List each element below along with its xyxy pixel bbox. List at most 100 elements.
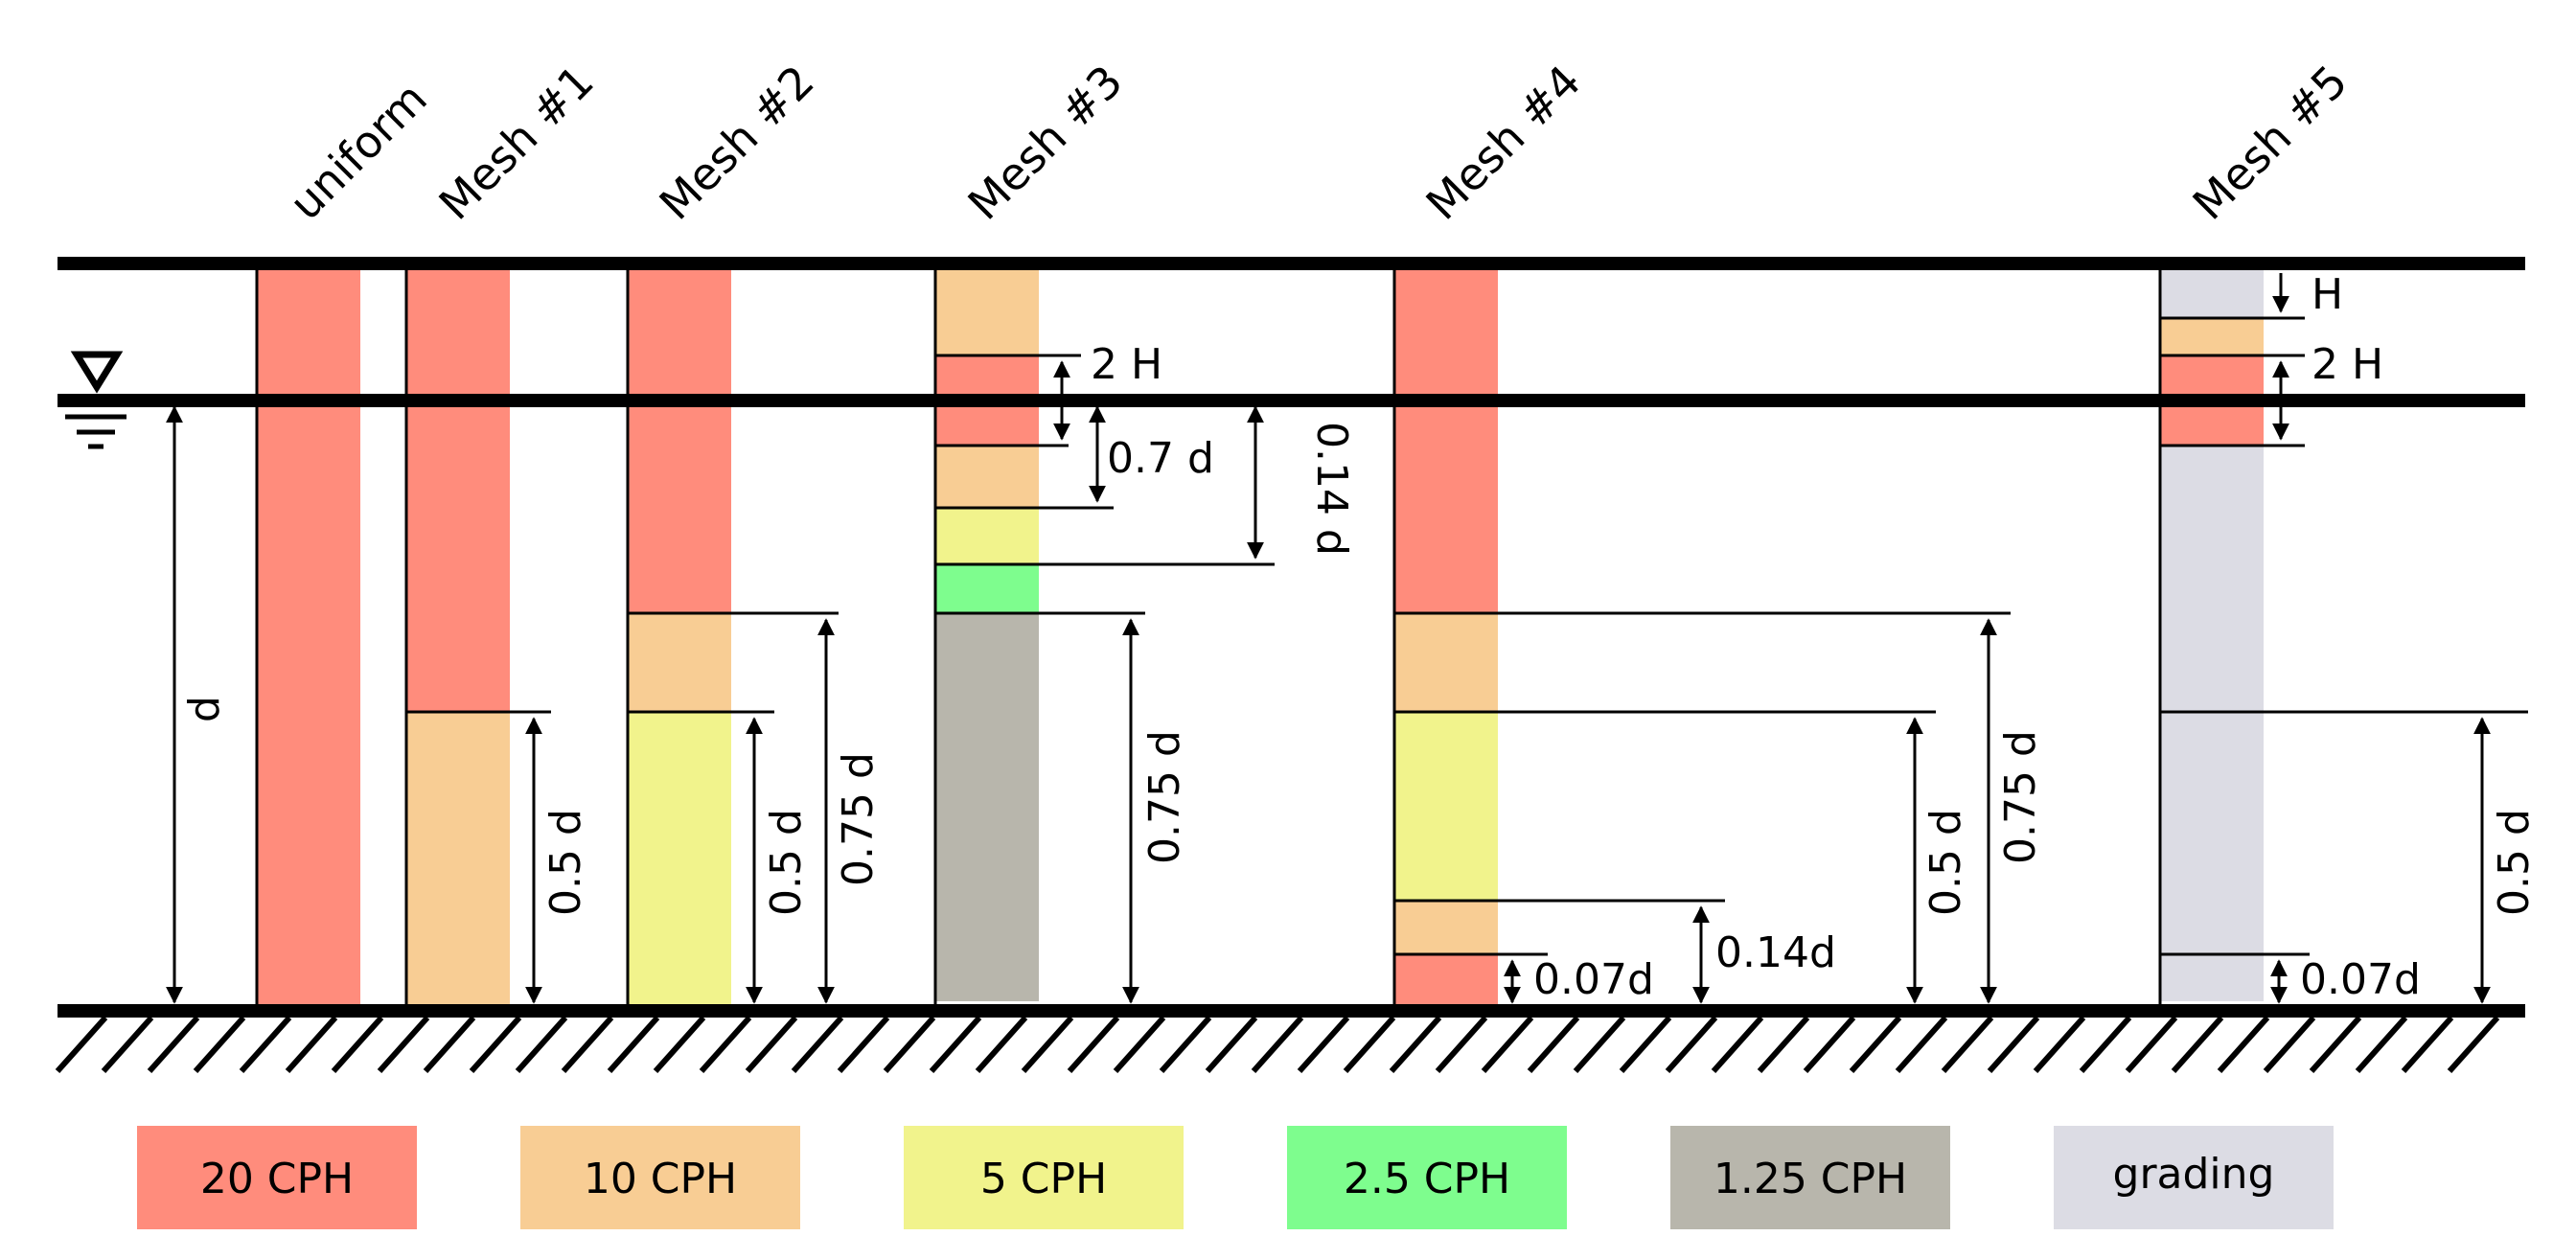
legend-label-1p25cph: 1.25 CPH bbox=[1714, 1155, 1907, 1203]
hatch-stroke bbox=[423, 1016, 476, 1073]
hatch-stroke bbox=[2309, 1016, 2362, 1073]
m3-zero-fourteen-label: 0.14 d bbox=[1307, 422, 1356, 556]
hatch-stroke bbox=[147, 1016, 200, 1073]
legend-swatch-1p25cph bbox=[1670, 1126, 1950, 1229]
hatch-stroke bbox=[331, 1016, 384, 1073]
water-level-icon bbox=[65, 351, 126, 449]
legend-label-5cph: 5 CPH bbox=[980, 1155, 1107, 1203]
uniform-band-20cph bbox=[257, 263, 360, 1011]
hatch-stroke bbox=[1987, 1016, 2040, 1073]
hatch-stroke bbox=[1021, 1016, 1074, 1073]
column-borders bbox=[255, 263, 2162, 1011]
hatch-stroke bbox=[929, 1016, 982, 1073]
hatch-stroke bbox=[1527, 1016, 1580, 1073]
m1-half-label: 0.5 d bbox=[541, 809, 590, 916]
mesh4-band-20cph-bottom bbox=[1394, 954, 1498, 1011]
hatch-stroke bbox=[975, 1016, 1028, 1073]
domain-boundaries bbox=[58, 257, 2525, 1018]
hatch-stroke bbox=[2171, 1016, 2224, 1073]
hatch-stroke bbox=[1895, 1016, 1948, 1073]
hatch-stroke bbox=[2263, 1016, 2316, 1073]
hatch-stroke bbox=[745, 1016, 798, 1073]
hatch-stroke bbox=[2217, 1016, 2270, 1073]
legend-swatch-5cph bbox=[904, 1126, 1184, 1229]
hatch-stroke bbox=[699, 1016, 752, 1073]
m4-zero-zero-seven-label: 0.07d bbox=[1533, 955, 1654, 1004]
hatch-stroke bbox=[1481, 1016, 1534, 1073]
hatch-stroke bbox=[1113, 1016, 1166, 1073]
mesh2-band-5cph bbox=[628, 712, 731, 1011]
mesh2-band-10cph bbox=[628, 613, 731, 712]
hatch-stroke bbox=[55, 1016, 108, 1073]
hatch-stroke bbox=[1941, 1016, 1994, 1073]
boundary-lines bbox=[406, 316, 2528, 956]
title-mesh2: Mesh #2 bbox=[650, 56, 824, 230]
mesh3-band-10cph-top bbox=[935, 263, 1039, 355]
hatch-stroke bbox=[1435, 1016, 1488, 1073]
hatch-stroke bbox=[469, 1016, 522, 1073]
hatch-stroke bbox=[1205, 1016, 1258, 1073]
hatch-stroke bbox=[2033, 1016, 2086, 1073]
hatch-stroke bbox=[1711, 1016, 1764, 1073]
mesh1-band-20cph bbox=[406, 263, 510, 712]
title-mesh3: Mesh #3 bbox=[958, 56, 1133, 230]
mesh4-band-10cph-low bbox=[1394, 901, 1498, 954]
seabed-hatching bbox=[55, 1016, 2500, 1073]
hatch-stroke bbox=[2125, 1016, 2178, 1073]
m5-half-label: 0.5 d bbox=[2490, 809, 2539, 916]
hatch-stroke bbox=[2447, 1016, 2500, 1073]
mesh3-band-5cph bbox=[935, 508, 1039, 564]
hatch-stroke bbox=[1159, 1016, 1212, 1073]
mesh2-band-20cph bbox=[628, 263, 731, 613]
legend: 20 CPH 10 CPH 5 CPH 2.5 CPH 1.25 CPH gra… bbox=[137, 1126, 2334, 1229]
hatch-stroke bbox=[2401, 1016, 2454, 1073]
mesh5-band-10cph bbox=[2160, 318, 2264, 355]
m3-zero-seven-label: 0.7 d bbox=[1107, 434, 1214, 483]
hatch-stroke bbox=[193, 1016, 246, 1073]
legend-swatch-10cph bbox=[520, 1126, 800, 1229]
mesh4-band-10cph bbox=[1394, 613, 1498, 712]
hatch-stroke bbox=[377, 1016, 430, 1073]
m3-three-quarter-label: 0.75 d bbox=[1140, 730, 1189, 864]
title-mesh4: Mesh #4 bbox=[1416, 56, 1591, 230]
hatch-stroke bbox=[1389, 1016, 1442, 1073]
depth-label: d bbox=[180, 696, 229, 722]
m5-zero-zero-seven-label: 0.07d bbox=[2300, 955, 2421, 1004]
legend-label-10cph: 10 CPH bbox=[584, 1155, 737, 1203]
m2-half-label: 0.5 d bbox=[762, 809, 811, 916]
mesh4-band-5cph bbox=[1394, 712, 1498, 901]
m3-two-h-label: 2 H bbox=[1091, 340, 1162, 389]
hatch-stroke bbox=[1067, 1016, 1120, 1073]
legend-swatch-20cph bbox=[137, 1126, 417, 1229]
hatch-stroke bbox=[653, 1016, 706, 1073]
hatch-stroke bbox=[1251, 1016, 1304, 1073]
hatch-stroke bbox=[1343, 1016, 1396, 1073]
hatch-stroke bbox=[2355, 1016, 2408, 1073]
hatch-stroke bbox=[1573, 1016, 1626, 1073]
hatch-stroke bbox=[883, 1016, 936, 1073]
mesh-columns bbox=[257, 263, 2264, 1011]
dimension-labels: d 0.5 d 0.5 d 0.75 d 2 H 0.7 d 0.14 d 0.… bbox=[180, 270, 2539, 1004]
mesh4-band-20cph-top bbox=[1394, 263, 1498, 613]
dimension-arrows bbox=[166, 273, 2491, 1004]
hatch-stroke bbox=[1297, 1016, 1350, 1073]
title-mesh5: Mesh #5 bbox=[2183, 56, 2358, 230]
hatch-stroke bbox=[1665, 1016, 1718, 1073]
m4-half-label: 0.5 d bbox=[1921, 809, 1970, 916]
mesh3-band-1p25cph bbox=[935, 613, 1039, 1001]
mesh5-band-grading-top bbox=[2160, 263, 2264, 318]
m4-three-quarter-label: 0.75 d bbox=[1996, 730, 2045, 864]
mesh5-band-grading bbox=[2160, 446, 2264, 1001]
hatch-stroke bbox=[1619, 1016, 1672, 1073]
m4-zero-fourteen-label: 0.14d bbox=[1715, 928, 1836, 977]
legend-swatch-grading bbox=[2054, 1126, 2334, 1229]
hatch-stroke bbox=[837, 1016, 890, 1073]
hatch-stroke bbox=[515, 1016, 568, 1073]
hatch-stroke bbox=[2079, 1016, 2132, 1073]
legend-label-grading: grading bbox=[2113, 1150, 2275, 1199]
m5-two-h-label: 2 H bbox=[2312, 340, 2383, 389]
hatch-stroke bbox=[607, 1016, 660, 1073]
m2-three-quarter-label: 0.75 d bbox=[834, 752, 883, 886]
mesh-titles: uniform Mesh #1 Mesh #2 Mesh #3 Mesh #4 … bbox=[280, 56, 2358, 230]
legend-swatch-2p5cph bbox=[1287, 1126, 1567, 1229]
